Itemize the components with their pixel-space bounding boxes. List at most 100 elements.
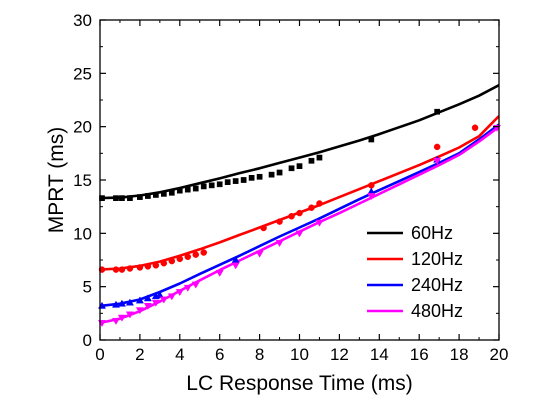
y-tick-label: 0 <box>83 331 92 350</box>
marker-60Hz <box>127 195 133 201</box>
y-axis-title: MPRT (ms) <box>45 127 68 234</box>
marker-480Hz <box>117 314 126 322</box>
marker-60Hz <box>137 194 143 200</box>
marker-60Hz <box>256 173 263 180</box>
legend-label-120Hz: 120Hz <box>411 249 463 269</box>
y-tick-label: 10 <box>73 224 92 243</box>
marker-120Hz <box>276 218 283 225</box>
marker-60Hz <box>200 183 207 190</box>
x-tick-label: 8 <box>255 345 264 364</box>
y-tick-label: 20 <box>73 118 92 137</box>
marker-480Hz <box>135 307 144 315</box>
marker-240Hz <box>111 300 120 308</box>
marker-120Hz <box>152 262 160 269</box>
marker-240Hz <box>143 294 152 302</box>
marker-60Hz <box>113 195 119 201</box>
y-tick-label: 30 <box>73 11 92 30</box>
marker-120Hz <box>471 124 479 131</box>
data-markers <box>97 108 502 328</box>
marker-480Hz <box>159 296 168 304</box>
legend-label-60Hz: 60Hz <box>411 223 453 243</box>
x-tick-label: 14 <box>370 345 389 364</box>
marker-480Hz <box>231 262 240 270</box>
marker-120Hz <box>126 265 134 272</box>
x-tick-label: 4 <box>175 345 184 364</box>
marker-60Hz <box>308 157 315 164</box>
marker-480Hz <box>183 284 192 292</box>
legend: 60Hz 120Hz 240Hz 480Hz <box>367 223 463 321</box>
marker-120Hz <box>288 213 295 220</box>
marker-60Hz <box>208 182 215 189</box>
marker-60Hz <box>316 154 323 161</box>
marker-480Hz <box>275 240 284 248</box>
marker-120Hz <box>168 257 176 265</box>
marker-120Hz <box>368 182 375 189</box>
marker-60Hz <box>153 192 159 198</box>
x-tick-label: 6 <box>215 345 224 364</box>
marker-60Hz <box>184 186 191 193</box>
marker-60Hz <box>145 193 151 199</box>
marker-240Hz <box>125 298 134 306</box>
marker-120Hz <box>260 224 267 232</box>
marker-240Hz <box>135 296 144 304</box>
marker-120Hz <box>136 264 144 271</box>
marker-60Hz <box>248 175 255 181</box>
marker-60Hz <box>296 163 303 169</box>
marker-60Hz <box>192 185 199 192</box>
marker-480Hz <box>255 250 264 258</box>
x-tick-label: 12 <box>330 345 349 364</box>
marker-240Hz <box>155 291 164 299</box>
marker-60Hz <box>434 108 441 115</box>
marker-120Hz <box>316 200 323 207</box>
marker-60Hz <box>368 136 375 143</box>
marker-480Hz <box>433 157 442 165</box>
marker-60Hz <box>176 187 183 194</box>
y-tick-label: 5 <box>83 278 92 297</box>
marker-120Hz <box>184 253 192 261</box>
y-tick-label: 25 <box>73 64 92 83</box>
marker-60Hz <box>240 177 247 183</box>
x-tick-label: 10 <box>290 345 309 364</box>
x-axis-title: LC Response Time (ms) <box>186 372 412 395</box>
marker-120Hz <box>160 259 168 267</box>
marker-120Hz <box>200 249 207 256</box>
marker-480Hz <box>143 303 152 310</box>
x-tick-label: 18 <box>450 345 469 364</box>
x-tick-label: 16 <box>410 345 429 364</box>
marker-120Hz <box>192 251 200 258</box>
marker-480Hz <box>215 269 224 277</box>
curve-60Hz <box>100 83 499 200</box>
marker-480Hz <box>167 293 176 301</box>
marker-60Hz <box>276 169 283 176</box>
marker-120Hz <box>176 255 184 263</box>
marker-120Hz <box>308 204 315 211</box>
x-tick-label: 2 <box>135 345 144 364</box>
marker-480Hz <box>315 219 324 227</box>
y-tick-label: 15 <box>73 171 92 190</box>
marker-480Hz <box>295 230 304 238</box>
marker-60Hz <box>224 179 231 185</box>
x-tick-label: 0 <box>95 345 104 364</box>
marker-60Hz <box>119 195 125 201</box>
marker-240Hz <box>117 299 126 307</box>
axis-tick-labels: 0 2 4 6 8 10 12 14 16 18 20 0 5 10 15 20 25 30 <box>73 11 508 364</box>
marker-480Hz <box>111 317 120 325</box>
legend-label-480Hz: 480Hz <box>411 301 463 321</box>
marker-120Hz <box>112 266 120 273</box>
marker-480Hz <box>125 311 134 319</box>
marker-60Hz <box>232 178 239 184</box>
marker-480Hz <box>191 281 200 289</box>
marker-480Hz <box>151 299 160 307</box>
curve-240Hz <box>100 123 499 308</box>
marker-60Hz <box>168 189 175 196</box>
marker-120Hz <box>433 143 441 151</box>
marker-60Hz <box>288 165 295 172</box>
legend-label-240Hz: 240Hz <box>411 275 463 295</box>
marker-60Hz <box>268 171 275 178</box>
marker-120Hz <box>118 266 126 273</box>
x-tick-label: 20 <box>490 345 509 364</box>
axis-ticks <box>99 19 500 341</box>
marker-480Hz <box>175 289 184 297</box>
marker-60Hz <box>216 181 223 188</box>
